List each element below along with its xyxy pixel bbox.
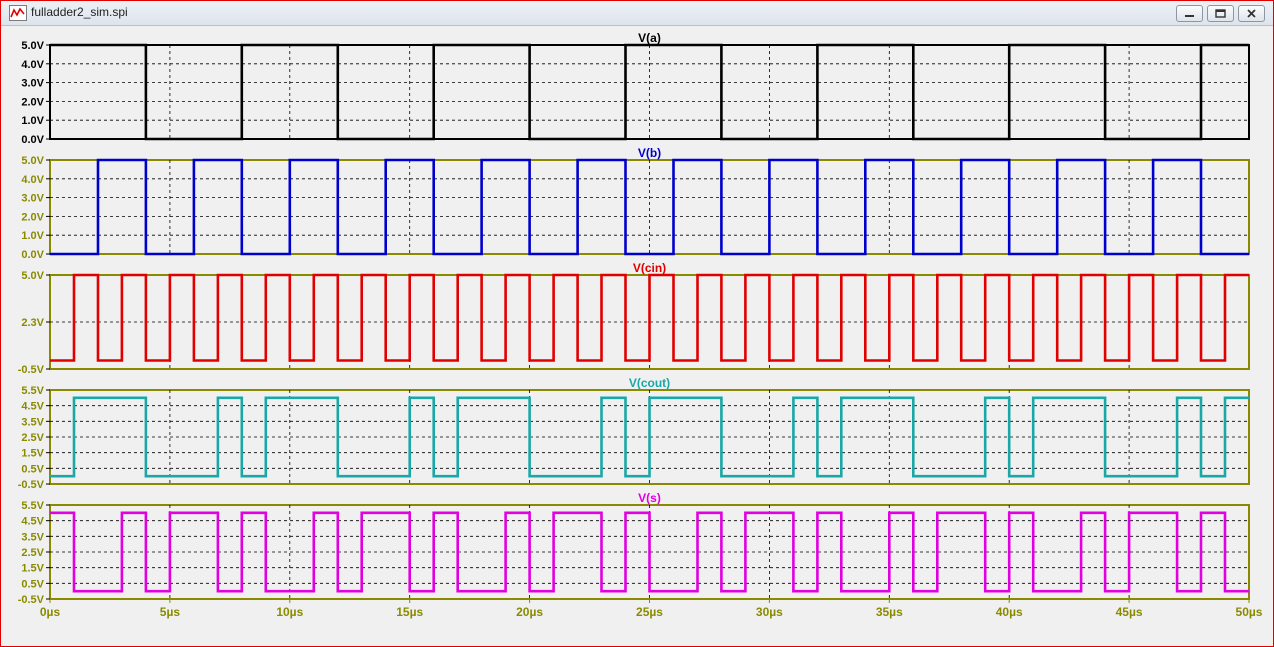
waveform-icon bbox=[9, 5, 27, 21]
pane-vcin-ytick-label: -0.5V bbox=[18, 364, 45, 376]
pane-vcout-ytick-label: 1.5V bbox=[21, 448, 44, 460]
pane-vb-ytick-label: 2.0V bbox=[21, 211, 44, 223]
x-tick-label: 35µs bbox=[876, 605, 903, 619]
x-tick-label: 25µs bbox=[636, 605, 663, 619]
pane-vcin-trace[interactable] bbox=[50, 273, 1249, 362]
pane-vcout-trace[interactable] bbox=[50, 396, 1249, 478]
close-button[interactable] bbox=[1238, 5, 1265, 22]
x-tick-label: 5µs bbox=[160, 605, 181, 619]
pane-va-ytick-label: 0.0V bbox=[21, 134, 44, 146]
x-tick-label: 40µs bbox=[996, 605, 1023, 619]
pane-vb-ytick-label: 0.0V bbox=[21, 249, 44, 261]
pane-vs-ytick-label: 3.5V bbox=[21, 531, 44, 543]
pane-vcout-ytick-label: -0.5V bbox=[18, 479, 45, 491]
pane-vs-ytick-label: 5.5V bbox=[21, 500, 44, 512]
minimize-icon bbox=[1185, 15, 1194, 17]
x-tick-label: 15µs bbox=[396, 605, 423, 619]
pane-vb-ytick-label: 3.0V bbox=[21, 193, 44, 205]
pane-vcout-ytick-label: 5.5V bbox=[21, 385, 44, 397]
pane-vs-ytick-label: 2.5V bbox=[21, 547, 44, 559]
pane-vcin-title: V(cin) bbox=[633, 261, 666, 275]
minimize-button[interactable] bbox=[1176, 5, 1203, 22]
pane-vcout-title: V(cout) bbox=[629, 376, 670, 390]
pane-va-ytick-label: 4.0V bbox=[21, 59, 44, 71]
pane-vcin-ytick-label: 2.3V bbox=[21, 317, 44, 329]
pane-vb-ytick-label: 5.0V bbox=[21, 155, 44, 167]
x-tick-label: 0µs bbox=[40, 605, 61, 619]
waveform-plot[interactable]: 5.0V 4.0V 3.0V 2.0V 1.0V 0.0V V(a) 5.0V 4.0V 3.0V… bbox=[1, 26, 1273, 632]
x-tick-label: 20µs bbox=[516, 605, 543, 619]
pane-va-ytick-label: 2.0V bbox=[21, 96, 44, 108]
pane-vcout-ytick-label: 3.5V bbox=[21, 416, 44, 428]
pane-vb-title: V(b) bbox=[638, 146, 661, 160]
pane-vs-ytick-label: 1.5V bbox=[21, 563, 44, 575]
window-title: fulladder2_sim.spi bbox=[31, 5, 128, 19]
pane-vs-ytick-label: -0.5V bbox=[18, 594, 45, 606]
pane-vs-ytick-label: 4.5V bbox=[21, 516, 44, 528]
pane-vs-ytick-label: 0.5V bbox=[21, 578, 44, 590]
pane-vcin-ytick-label: 5.0V bbox=[21, 270, 44, 282]
pane-vs-trace[interactable] bbox=[50, 511, 1249, 593]
pane-vcout-ytick-label: 4.5V bbox=[21, 401, 44, 413]
pane-va-trace[interactable] bbox=[50, 43, 1249, 141]
title-bar[interactable]: fulladder2_sim.spi bbox=[1, 1, 1273, 26]
restore-button[interactable] bbox=[1207, 5, 1234, 22]
pane-va-ytick-label: 5.0V bbox=[21, 40, 44, 52]
pane-va-ytick-label: 1.0V bbox=[21, 115, 44, 127]
plot-area[interactable]: 5.0V 4.0V 3.0V 2.0V 1.0V 0.0V V(a) 5.0V 4.0V 3.0V… bbox=[1, 26, 1273, 632]
pane-vb-trace[interactable] bbox=[50, 158, 1249, 256]
pane-vcout-ytick-label: 0.5V bbox=[21, 463, 44, 475]
pane-vcout-ytick-label: 2.5V bbox=[21, 432, 44, 444]
pane-va-title: V(a) bbox=[638, 31, 661, 45]
pane-vb-ytick-label: 1.0V bbox=[21, 230, 44, 242]
x-tick-label: 10µs bbox=[276, 605, 303, 619]
pane-vb-ytick-label: 4.0V bbox=[21, 174, 44, 186]
restore-icon bbox=[1215, 9, 1226, 18]
x-tick-label: 50µs bbox=[1236, 605, 1263, 619]
pane-va-ytick-label: 3.0V bbox=[21, 78, 44, 90]
x-tick-label: 30µs bbox=[756, 605, 783, 619]
window-controls bbox=[1176, 5, 1265, 22]
x-tick-label: 45µs bbox=[1116, 605, 1143, 619]
pane-vs-title: V(s) bbox=[638, 491, 661, 505]
status-strip bbox=[1, 632, 1273, 646]
close-icon bbox=[1247, 9, 1256, 18]
